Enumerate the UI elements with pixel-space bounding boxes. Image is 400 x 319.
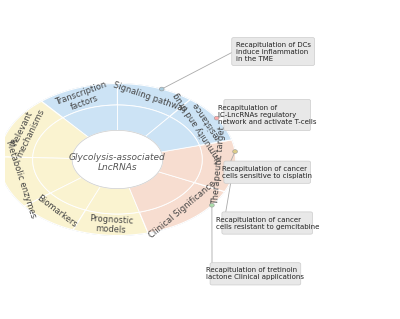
FancyBboxPatch shape [224, 100, 311, 130]
Circle shape [210, 203, 214, 207]
Polygon shape [118, 105, 170, 137]
Polygon shape [86, 187, 139, 214]
Polygon shape [63, 105, 118, 137]
Text: Recapitulation of
IC-LncRNAs regulatory
network and activate T-cells: Recapitulation of IC-LncRNAs regulatory … [218, 105, 316, 125]
Text: Relevant
mechanisms: Relevant mechanisms [6, 103, 46, 159]
FancyBboxPatch shape [232, 38, 314, 65]
FancyBboxPatch shape [224, 161, 311, 183]
Circle shape [233, 150, 238, 153]
Polygon shape [33, 118, 88, 159]
Text: Recapitulation of cancer
cells sensitive to cisplatin: Recapitulation of cancer cells sensitive… [222, 166, 312, 179]
Polygon shape [129, 172, 194, 212]
Polygon shape [72, 130, 163, 189]
Text: Transcription
factors: Transcription factors [54, 80, 112, 116]
Polygon shape [24, 193, 86, 230]
Text: Recapitulation of DCs
induce inflammation
in the TME: Recapitulation of DCs induce inflammatio… [236, 41, 311, 62]
Text: Recapitulation of cancer
cells resistant to gemcitabine: Recapitulation of cancer cells resistant… [216, 217, 319, 230]
Polygon shape [118, 84, 190, 116]
Text: Immunity and drug
resistance: Immunity and drug resistance [172, 85, 232, 163]
Circle shape [159, 87, 164, 91]
FancyBboxPatch shape [222, 212, 312, 234]
Text: Signaling pathway: Signaling pathway [112, 81, 189, 115]
Polygon shape [73, 210, 148, 235]
Polygon shape [145, 116, 199, 152]
Circle shape [229, 179, 234, 182]
Text: Glycolysis-associated
LncRNAs: Glycolysis-associated LncRNAs [69, 153, 166, 172]
Polygon shape [0, 101, 63, 158]
Polygon shape [194, 140, 236, 192]
Polygon shape [139, 182, 225, 233]
Text: Metabolic enzymes: Metabolic enzymes [4, 140, 38, 219]
Polygon shape [0, 84, 236, 235]
Polygon shape [170, 100, 232, 145]
Polygon shape [42, 84, 118, 118]
Polygon shape [51, 177, 100, 210]
Text: Biomarkers: Biomarkers [34, 194, 78, 230]
Text: Clinical Significance: Clinical Significance [148, 179, 218, 240]
Polygon shape [33, 158, 82, 193]
Text: Prognostic
models: Prognostic models [89, 214, 134, 236]
Text: Therapeutic target: Therapeutic target [211, 126, 226, 205]
Polygon shape [0, 157, 51, 206]
Circle shape [214, 116, 219, 120]
Polygon shape [158, 145, 202, 182]
Text: Recapitulation of tretinoin
lactone Clinical applications: Recapitulation of tretinoin lactone Clin… [206, 267, 304, 280]
FancyBboxPatch shape [210, 263, 301, 285]
